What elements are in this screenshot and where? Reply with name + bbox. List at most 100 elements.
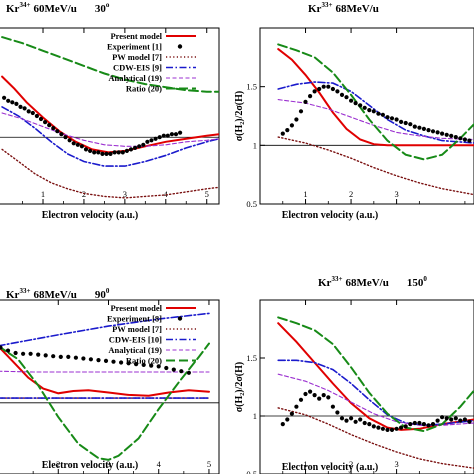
experiment-point [58,354,63,359]
y-tick-label: 1.5 [246,353,257,363]
experiment-point [444,416,449,421]
experiment-point [285,417,290,422]
experiment-point [403,120,408,126]
experiment-point [119,360,124,365]
experiment-point [149,138,154,143]
x-tick-label: 3 [106,459,110,469]
experiment-point [353,101,358,106]
experiment-point [2,95,7,100]
experiment-point [430,129,436,134]
experiment-point [317,396,322,401]
experiment-point [134,362,139,367]
experiment-point [435,130,440,135]
legend-entry: Present model [110,31,196,41]
experiment-point [83,147,89,152]
legend-label: Ratio (20) [126,356,162,366]
experiment-point [426,128,431,133]
experiment-point [173,132,179,137]
experiment-point [289,123,294,128]
series-line-present-model [0,346,210,397]
legend-entry: Analytical (19) [108,345,196,355]
experiment-point [303,99,308,104]
experiment-point [421,422,426,427]
series-line-cdw-eis-upper [0,312,210,347]
experiment-point [108,151,113,156]
experiment-point [157,135,162,140]
experiment-point [330,404,335,409]
legend-label: Experiment [8] [107,314,162,324]
experiment-point [43,120,48,125]
legend-entry: Present model [110,303,196,313]
experiment-point [128,147,134,152]
experiment-point [321,84,326,89]
experiment-point [380,426,385,431]
experiment-point [43,353,48,358]
plot-frame [0,27,220,205]
experiment-point [417,420,422,426]
experiment-point [124,148,129,153]
experiment-point [462,417,467,422]
legend-label: Present model [110,303,162,313]
series-line-ratio-20- [277,316,474,433]
experiment-point [367,422,372,427]
experiment-point [349,98,354,103]
legend-entry: Experiment [1] [107,42,183,52]
x-tick-label: 3 [123,189,127,199]
experiment-point [376,425,381,430]
experiment-point [55,129,60,134]
experiment-point [449,417,454,422]
x-tick-label: 1 [303,459,307,469]
legend-label: CDW-EIS [10] [109,335,162,345]
y-axis-label: σ(H₂)/2σ(H) [234,362,245,413]
experiment-point [389,116,395,121]
experiment-point [412,420,417,426]
experiment-point [426,423,431,428]
experiment-point [100,151,105,156]
experiment-point [303,391,308,397]
experiment-point [26,109,31,114]
experiment-point [349,416,354,421]
experiment-point [28,351,33,356]
experiment-point [335,89,340,94]
experiment-point [312,393,317,398]
x-tick-label: 3 [394,459,398,469]
experiment-point [339,92,345,97]
legend-entry: PW model [7] [112,324,196,334]
y-tick-label: 0.5 [246,199,257,209]
experiment-point [435,418,440,423]
experiment-point [6,98,11,103]
experiment-point [339,416,345,421]
experiment-point [79,144,84,149]
experiment-point [394,426,399,431]
x-tick-label: 2 [349,459,353,469]
experiment-point [453,135,458,140]
panel-title: Kr33+ 68MeV/u [308,1,379,15]
experiment-point [389,427,395,432]
x-tick-label: 3 [394,189,398,199]
x-tick-label: 4 [157,459,162,469]
experiment-point [326,84,331,89]
experiment-point [88,148,93,153]
plot-frame [259,299,474,474]
y-axis-label: σ(H₂)/2σ(H) [234,91,245,142]
experiment-point [120,150,125,155]
experiment-point [103,358,109,363]
experiment-point [308,389,313,394]
experiment-point [22,106,27,111]
series-line-present-model [277,48,474,147]
x-axis-label: Electron velocity (a.u.) [282,462,378,473]
experiment-point [149,363,154,368]
experiment-point [38,116,44,122]
series-line-present-model [1,75,219,154]
experiment-point [36,352,41,357]
experiment-point [399,119,404,124]
experiment-point [371,109,376,114]
experiment-point [169,132,174,137]
y-tick-label: 1 [253,411,257,421]
experiment-point [111,359,116,364]
experiment-point [165,133,170,138]
series-line-ratio-20- [277,43,474,161]
legend-entry: PW model [7] [112,52,196,62]
